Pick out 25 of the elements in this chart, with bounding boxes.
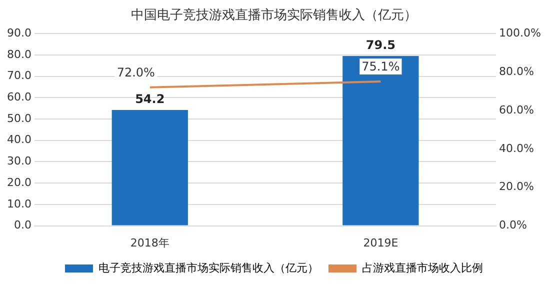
y-tick-label: 10.0 bbox=[6, 197, 32, 210]
legend-label: 占游戏直播市场收入比例 bbox=[362, 261, 483, 274]
y-tick-label: 90.0 bbox=[6, 26, 32, 40]
y-tick-label: 30.0 bbox=[6, 154, 32, 168]
y2-tick-label: 0.0% bbox=[499, 218, 528, 232]
data-label: 72.0% bbox=[116, 66, 155, 80]
y-tick-label: 60.0 bbox=[6, 90, 32, 104]
legend-label: 电子竞技游戏直播市场实际销售收入（亿元） bbox=[98, 261, 318, 274]
y-tick-label: 20.0 bbox=[6, 176, 32, 189]
y2-tick-label: 80.0% bbox=[499, 64, 534, 78]
y-tick-label: 70.0 bbox=[6, 69, 32, 82]
y-tick-label: 50.0 bbox=[6, 112, 32, 125]
x-tick-label: 2018年 bbox=[130, 236, 170, 250]
data-label: 79.5 bbox=[366, 38, 396, 52]
y2-tick-label: 60.0% bbox=[499, 103, 534, 116]
y2-tick-label: 100.0% bbox=[499, 26, 542, 40]
data-label: 75.1% bbox=[362, 60, 400, 74]
y2-tick-label: 20.0% bbox=[499, 180, 534, 194]
chart-title: 中国电子竞技游戏直播市场实际销售收入（亿元） bbox=[131, 8, 417, 24]
y-tick-label: 80.0 bbox=[6, 48, 32, 61]
y-tick-label: 40.0 bbox=[6, 133, 32, 146]
y-tick-label: 0.0 bbox=[14, 218, 32, 232]
data-label: 54.2 bbox=[135, 92, 165, 106]
y2-tick-label: 40.0% bbox=[499, 142, 534, 155]
x-tick-label: 2019E bbox=[363, 236, 398, 250]
